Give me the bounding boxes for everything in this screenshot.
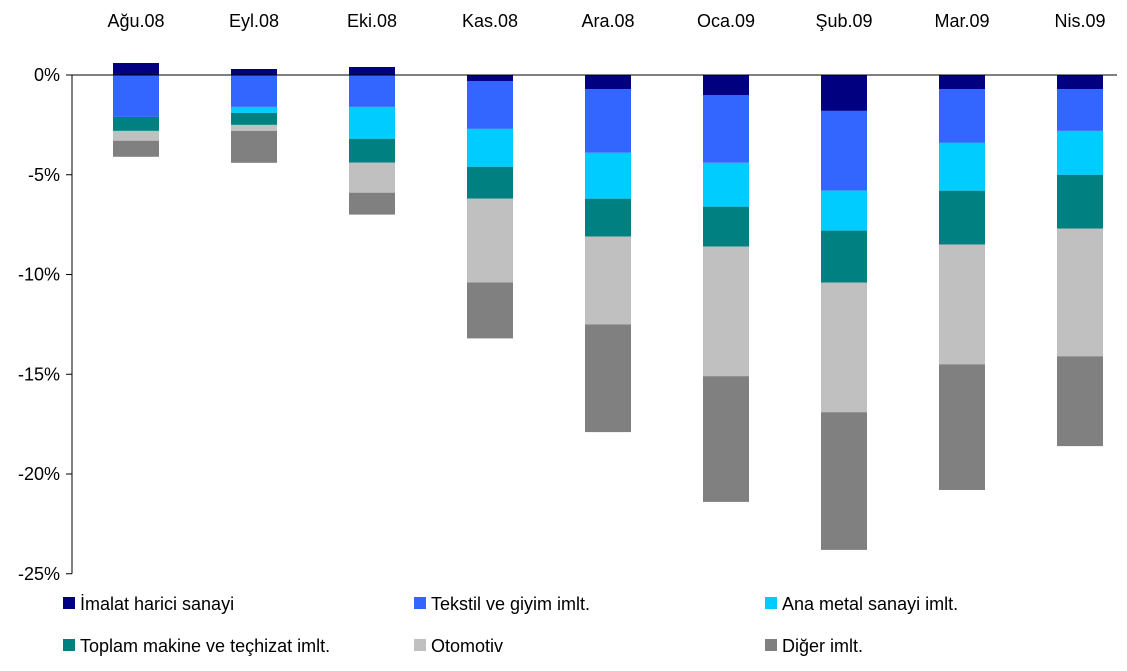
legend-swatch (765, 639, 777, 651)
bar-segment-6-0 (821, 75, 867, 111)
bar-segment-3-1 (467, 81, 513, 129)
category-label: Şub.09 (815, 11, 872, 31)
bar-segment-4-0 (585, 75, 631, 89)
bar-segment-7-5 (939, 364, 985, 490)
bar-segment-2-4 (349, 162, 395, 193)
y-tick-label: -25% (18, 564, 60, 584)
bar-segment-0-4 (113, 130, 159, 141)
bar-segment-7-4 (939, 244, 985, 365)
legend-swatch (765, 597, 777, 609)
bar-segment-7-2 (939, 142, 985, 191)
legend-label: Tekstil ve giyim imlt. (431, 594, 590, 614)
bar-segment-1-2 (231, 106, 277, 113)
legend: İmalat harici sanayi Tekstil ve giyim iml… (63, 594, 958, 656)
bar-segment-0-5 (113, 140, 159, 157)
y-tick-label: -20% (18, 464, 60, 484)
legend-swatch (414, 639, 426, 651)
legend-swatch (414, 597, 426, 609)
bar-segment-2-2 (349, 106, 395, 139)
bar-segment-0-3 (113, 116, 159, 131)
bar-segment-1-0 (231, 69, 277, 75)
legend-label: Toplam makine ve teçhizat imlt. (80, 636, 330, 656)
legend-label: Otomotiv (431, 636, 503, 656)
legend-label: İmalat harici sanayi (80, 594, 234, 614)
bar-segment-8-0 (1057, 75, 1103, 89)
category-label: Eki.08 (347, 11, 397, 31)
bar-segment-8-2 (1057, 130, 1103, 175)
y-tick-label: -15% (18, 364, 60, 384)
bar-segment-6-4 (821, 282, 867, 413)
bar-segment-3-5 (467, 282, 513, 339)
bar-segment-3-2 (467, 128, 513, 167)
category-label: Nis.09 (1054, 11, 1105, 31)
bar-segment-2-0 (349, 67, 395, 75)
category-label: Kas.08 (462, 11, 518, 31)
bar-segment-8-1 (1057, 89, 1103, 131)
bar-segment-8-3 (1057, 174, 1103, 229)
bar-segment-2-5 (349, 192, 395, 215)
bar-segment-2-3 (349, 138, 395, 163)
bar-segment-8-5 (1057, 356, 1103, 447)
bar-segment-0-0 (113, 63, 159, 75)
bar-segment-8-4 (1057, 228, 1103, 357)
bar-segment-6-2 (821, 190, 867, 231)
axis-layer: Ağu.08 Eyl.08 Eki.08 Kas.08 Ara.08 Oca.09 Şub.… (18, 11, 1117, 584)
bar-segment-6-3 (821, 230, 867, 283)
bar-segment-4-4 (585, 236, 631, 325)
bar-segment-4-5 (585, 324, 631, 433)
bar-segment-6-1 (821, 110, 867, 191)
category-label: Ağu.08 (107, 11, 164, 31)
y-tick-label: 0% (34, 65, 60, 85)
y-tick-label: -10% (18, 265, 60, 285)
category-label: Oca.09 (697, 11, 755, 31)
bar-segment-5-5 (703, 376, 749, 502)
bar-segment-2-1 (349, 75, 395, 107)
bar-segment-5-1 (703, 95, 749, 163)
bar-segment-5-0 (703, 75, 749, 95)
bars-layer (113, 63, 1103, 550)
category-label: Ara.08 (581, 11, 634, 31)
legend-swatch (63, 639, 75, 651)
bar-segment-4-1 (585, 89, 631, 153)
bar-segment-7-0 (939, 75, 985, 89)
bar-segment-3-0 (467, 75, 513, 81)
bar-segment-4-3 (585, 198, 631, 237)
category-label: Mar.09 (934, 11, 989, 31)
legend-label: Ana metal sanayi imlt. (782, 594, 958, 614)
legend-swatch (63, 597, 75, 609)
bar-segment-0-1 (113, 75, 159, 117)
bar-segment-4-2 (585, 152, 631, 199)
bar-segment-5-3 (703, 206, 749, 247)
legend-label: Diğer imlt. (782, 636, 863, 656)
bar-segment-7-3 (939, 190, 985, 245)
bar-segment-5-4 (703, 246, 749, 377)
bar-segment-7-1 (939, 89, 985, 143)
y-tick-label: -5% (28, 165, 60, 185)
category-label: Eyl.08 (229, 11, 279, 31)
bar-segment-1-5 (231, 130, 277, 163)
bar-segment-6-5 (821, 412, 867, 550)
bar-segment-3-3 (467, 166, 513, 199)
bar-segment-1-4 (231, 124, 277, 131)
bar-segment-3-4 (467, 198, 513, 283)
bar-segment-5-2 (703, 162, 749, 207)
bar-segment-1-3 (231, 112, 277, 125)
bar-segment-1-1 (231, 75, 277, 107)
